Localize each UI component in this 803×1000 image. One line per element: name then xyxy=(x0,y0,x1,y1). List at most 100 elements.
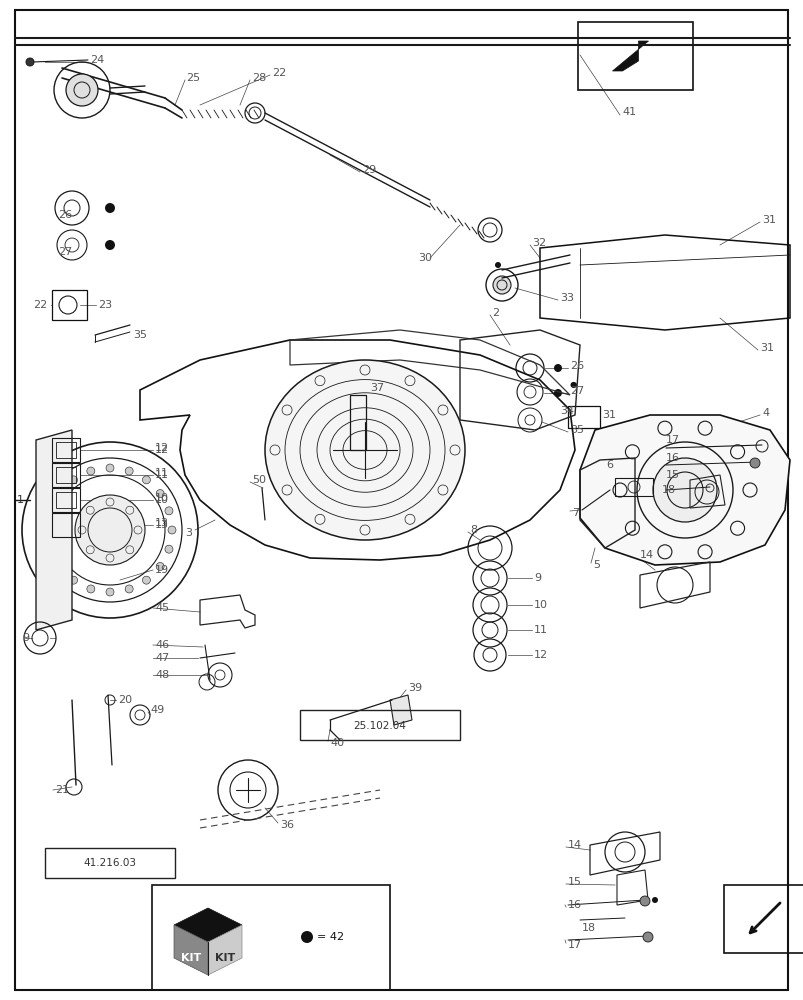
Text: 4: 4 xyxy=(761,408,768,418)
Text: 15: 15 xyxy=(567,877,581,887)
Text: 37: 37 xyxy=(369,383,384,393)
Bar xyxy=(56,467,76,483)
Text: 36: 36 xyxy=(279,820,294,830)
Bar xyxy=(567,406,599,428)
Circle shape xyxy=(639,896,649,906)
Text: 10: 10 xyxy=(155,493,169,503)
Bar xyxy=(52,463,80,487)
Text: 24: 24 xyxy=(90,55,104,65)
Circle shape xyxy=(142,576,150,584)
Text: 18: 18 xyxy=(581,923,595,933)
Circle shape xyxy=(55,490,63,498)
Circle shape xyxy=(75,495,145,565)
Circle shape xyxy=(87,585,95,593)
Text: 31: 31 xyxy=(601,410,615,420)
Circle shape xyxy=(55,562,63,570)
Text: 26: 26 xyxy=(569,361,584,371)
Text: 2: 2 xyxy=(491,308,499,318)
Text: 9: 9 xyxy=(533,573,540,583)
Text: 10: 10 xyxy=(155,495,169,505)
Text: 39: 39 xyxy=(407,683,422,693)
Text: 33: 33 xyxy=(560,293,573,303)
Circle shape xyxy=(44,526,52,534)
Text: 22: 22 xyxy=(271,68,286,78)
Text: 15: 15 xyxy=(665,470,679,480)
Circle shape xyxy=(87,467,95,475)
Bar xyxy=(300,710,459,740)
Circle shape xyxy=(156,490,164,498)
Bar xyxy=(52,438,80,462)
Circle shape xyxy=(168,526,176,534)
Text: 22: 22 xyxy=(33,300,47,310)
Text: 32: 32 xyxy=(532,238,545,248)
Circle shape xyxy=(142,476,150,484)
Bar xyxy=(56,442,76,458)
Text: 41.216.03: 41.216.03 xyxy=(84,858,137,868)
Text: 1: 1 xyxy=(17,495,24,505)
Circle shape xyxy=(492,276,511,294)
Text: 12: 12 xyxy=(155,445,169,455)
Text: 5: 5 xyxy=(593,560,599,570)
Bar xyxy=(723,885,803,953)
Polygon shape xyxy=(173,925,208,975)
Circle shape xyxy=(66,74,98,106)
Circle shape xyxy=(165,507,173,515)
Bar xyxy=(52,290,87,320)
Polygon shape xyxy=(612,41,648,71)
Text: 12: 12 xyxy=(533,650,548,660)
Text: 49: 49 xyxy=(150,705,164,715)
Text: 12: 12 xyxy=(155,443,169,453)
Circle shape xyxy=(106,464,114,472)
Text: 47: 47 xyxy=(155,653,169,663)
Text: 7: 7 xyxy=(571,508,578,518)
Text: 29: 29 xyxy=(361,165,376,175)
Text: KIT: KIT xyxy=(181,953,201,963)
Polygon shape xyxy=(173,908,242,942)
Text: 31: 31 xyxy=(761,215,775,225)
Text: 11: 11 xyxy=(155,468,169,478)
Polygon shape xyxy=(208,925,242,975)
Text: 28: 28 xyxy=(251,73,266,83)
Text: 6: 6 xyxy=(605,460,612,470)
Circle shape xyxy=(652,458,716,522)
Bar xyxy=(614,478,652,496)
Text: 13: 13 xyxy=(155,518,169,528)
Text: 18: 18 xyxy=(661,485,675,495)
Text: 48: 48 xyxy=(155,670,169,680)
Circle shape xyxy=(553,364,561,372)
Text: 26: 26 xyxy=(58,210,72,220)
Circle shape xyxy=(156,562,164,570)
Text: 27: 27 xyxy=(58,247,72,257)
Text: 8: 8 xyxy=(470,525,476,535)
Text: 46: 46 xyxy=(155,640,169,650)
Bar xyxy=(52,513,80,537)
Text: 9: 9 xyxy=(22,633,29,643)
Text: 34: 34 xyxy=(560,406,573,416)
Text: 25: 25 xyxy=(185,73,200,83)
Circle shape xyxy=(70,576,77,584)
Circle shape xyxy=(26,58,34,66)
Text: 35: 35 xyxy=(132,330,147,340)
Text: 17: 17 xyxy=(665,435,679,445)
Text: 31: 31 xyxy=(759,343,773,353)
Text: 3: 3 xyxy=(185,528,192,538)
Circle shape xyxy=(651,897,657,903)
Circle shape xyxy=(125,467,133,475)
Text: 16: 16 xyxy=(567,900,581,910)
Text: 11: 11 xyxy=(155,470,169,480)
Circle shape xyxy=(300,931,312,943)
Bar xyxy=(152,885,389,990)
Text: 50: 50 xyxy=(251,475,266,485)
Text: 23: 23 xyxy=(98,300,112,310)
Circle shape xyxy=(47,507,55,515)
Bar xyxy=(56,492,76,508)
Text: 35: 35 xyxy=(569,425,583,435)
Circle shape xyxy=(495,262,500,268)
Text: 45: 45 xyxy=(155,603,169,613)
Text: 16: 16 xyxy=(665,453,679,463)
Circle shape xyxy=(553,389,561,397)
Polygon shape xyxy=(579,415,789,565)
Text: 14: 14 xyxy=(639,550,654,560)
Circle shape xyxy=(105,240,115,250)
Circle shape xyxy=(749,458,759,468)
